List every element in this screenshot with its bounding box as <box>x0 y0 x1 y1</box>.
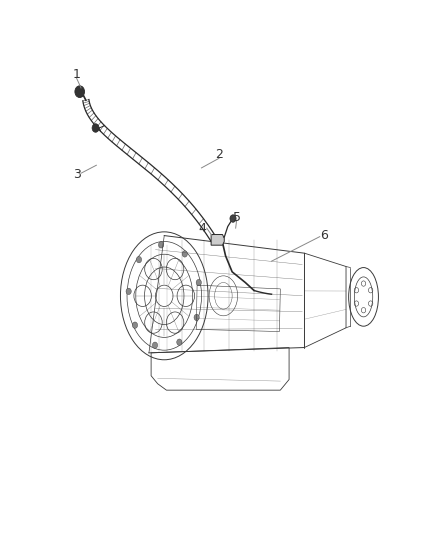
Circle shape <box>230 215 236 222</box>
Circle shape <box>92 124 99 132</box>
Text: 5: 5 <box>233 211 240 224</box>
Text: 2: 2 <box>215 148 223 161</box>
Text: 1: 1 <box>73 68 81 81</box>
Text: 4: 4 <box>199 222 207 235</box>
Circle shape <box>177 339 182 345</box>
Circle shape <box>196 279 201 286</box>
Polygon shape <box>211 235 224 245</box>
Circle shape <box>136 256 141 263</box>
Circle shape <box>152 342 158 349</box>
Text: 6: 6 <box>320 229 328 242</box>
Circle shape <box>159 241 164 248</box>
Text: 3: 3 <box>73 168 81 181</box>
Circle shape <box>132 322 138 328</box>
Circle shape <box>75 86 85 98</box>
Circle shape <box>194 314 199 321</box>
Circle shape <box>126 288 131 295</box>
Circle shape <box>182 251 187 257</box>
